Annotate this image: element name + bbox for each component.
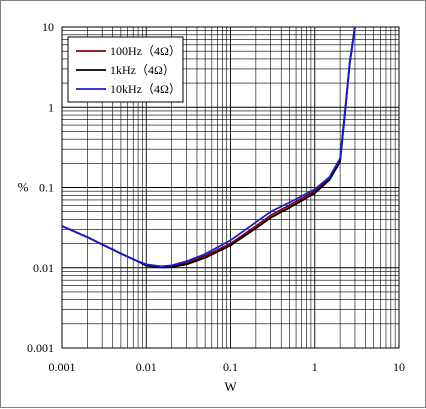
legend-label-2: 1kHz（4Ω） — [110, 63, 175, 77]
x-tick-label: 0.1 — [223, 360, 238, 374]
y-tick-label: 0.01 — [33, 261, 54, 275]
x-tick-label: 1 — [312, 360, 318, 374]
y-tick-label: 0.1 — [39, 181, 54, 195]
legend-label-1: 100Hz（4Ω） — [110, 44, 181, 58]
plot-border — [61, 26, 400, 349]
legend: 100Hz（4Ω） 1kHz（4Ω） 10kHz（4Ω） — [67, 36, 184, 103]
y-tick-label: 1 — [48, 100, 54, 114]
x-tick-label: 0.001 — [49, 360, 76, 374]
y-tick-label: 10 — [42, 20, 54, 34]
y-axis-label: % — [18, 180, 29, 195]
series-line-3 — [61, 26, 356, 268]
x-tick-label: 0.01 — [136, 360, 157, 374]
x-tick-label: 10 — [393, 360, 405, 374]
legend-label-3: 10kHz（4Ω） — [110, 82, 181, 96]
y-tick-label: 0.001 — [27, 341, 54, 355]
series-layer — [61, 26, 356, 269]
tick-labels: 0.001 0.01 0.1 1 10 10 1 0.1 0.01 0.001 — [27, 20, 405, 374]
x-axis-label: W — [224, 379, 237, 394]
